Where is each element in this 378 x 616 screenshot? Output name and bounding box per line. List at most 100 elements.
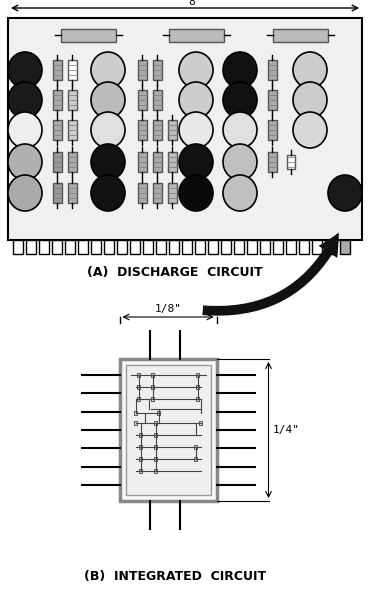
Bar (167, 120, 177, 140)
Text: 1/4": 1/4" (273, 425, 299, 435)
Ellipse shape (8, 52, 42, 88)
Bar (208, 240, 218, 254)
Bar (196, 397, 199, 401)
Bar (68, 60, 76, 80)
Bar (53, 152, 62, 172)
Bar (195, 240, 205, 254)
Bar (68, 183, 76, 203)
Ellipse shape (223, 112, 257, 148)
Bar (68, 120, 76, 140)
Bar (268, 60, 276, 80)
Bar (60, 28, 116, 41)
Ellipse shape (223, 144, 257, 180)
Bar (156, 240, 166, 254)
Bar (325, 240, 335, 254)
Bar (139, 457, 142, 461)
Bar (154, 445, 157, 448)
Bar (340, 240, 350, 254)
Ellipse shape (179, 52, 213, 88)
Ellipse shape (179, 144, 213, 180)
Bar (273, 28, 327, 41)
Bar (68, 90, 76, 110)
Ellipse shape (8, 82, 42, 118)
Bar (68, 152, 76, 172)
Bar (130, 240, 140, 254)
Bar (104, 240, 114, 254)
Bar (53, 60, 62, 80)
Bar (199, 421, 202, 425)
Ellipse shape (179, 175, 213, 211)
Bar (154, 457, 157, 461)
Bar (137, 373, 140, 377)
Bar (39, 240, 49, 254)
Bar (194, 445, 197, 448)
Ellipse shape (293, 82, 327, 118)
Bar (167, 183, 177, 203)
Bar (157, 411, 160, 415)
Bar (154, 469, 157, 472)
Bar (287, 155, 295, 169)
Bar (182, 240, 192, 254)
Bar (139, 433, 142, 437)
Text: (B)  INTEGRATED  CIRCUIT: (B) INTEGRATED CIRCUIT (84, 570, 266, 583)
Text: 1/8": 1/8" (155, 304, 181, 314)
Ellipse shape (293, 112, 327, 148)
Text: (A)  DISCHARGE  CIRCUIT: (A) DISCHARGE CIRCUIT (87, 266, 263, 279)
Bar (152, 90, 161, 110)
Bar (312, 240, 322, 254)
Bar (273, 240, 283, 254)
Bar (152, 152, 161, 172)
Bar (151, 385, 154, 389)
Bar (247, 240, 257, 254)
Bar (117, 240, 127, 254)
Bar (134, 411, 137, 415)
Bar (138, 183, 147, 203)
Bar (78, 240, 88, 254)
Ellipse shape (179, 82, 213, 118)
Bar (26, 240, 36, 254)
Bar (154, 433, 157, 437)
Bar (196, 373, 199, 377)
Bar (167, 152, 177, 172)
Bar (151, 397, 154, 401)
FancyArrowPatch shape (202, 232, 339, 315)
Bar (138, 120, 147, 140)
Ellipse shape (223, 52, 257, 88)
Bar (8, 18, 362, 240)
Bar (152, 120, 161, 140)
Bar (152, 183, 161, 203)
Bar (234, 240, 244, 254)
Bar (139, 469, 142, 472)
Bar (260, 240, 270, 254)
Bar (137, 397, 140, 401)
Bar (52, 240, 62, 254)
Ellipse shape (293, 52, 327, 88)
Bar (138, 90, 147, 110)
Bar (152, 60, 161, 80)
Bar (286, 240, 296, 254)
Bar (299, 240, 309, 254)
Bar (221, 240, 231, 254)
Ellipse shape (91, 112, 125, 148)
Bar (268, 152, 276, 172)
Ellipse shape (8, 175, 42, 211)
Ellipse shape (223, 82, 257, 118)
Ellipse shape (328, 175, 362, 211)
Bar (134, 421, 137, 425)
Bar (65, 240, 75, 254)
Bar (13, 240, 23, 254)
Ellipse shape (91, 52, 125, 88)
Text: 8": 8" (188, 0, 202, 7)
Ellipse shape (179, 112, 213, 148)
Bar (194, 457, 197, 461)
Bar (91, 240, 101, 254)
Bar (169, 28, 223, 41)
Ellipse shape (8, 144, 42, 180)
Bar (151, 373, 154, 377)
Bar (53, 120, 62, 140)
Bar (137, 385, 140, 389)
Ellipse shape (223, 175, 257, 211)
Bar (53, 183, 62, 203)
Bar (268, 120, 276, 140)
Ellipse shape (8, 112, 42, 148)
